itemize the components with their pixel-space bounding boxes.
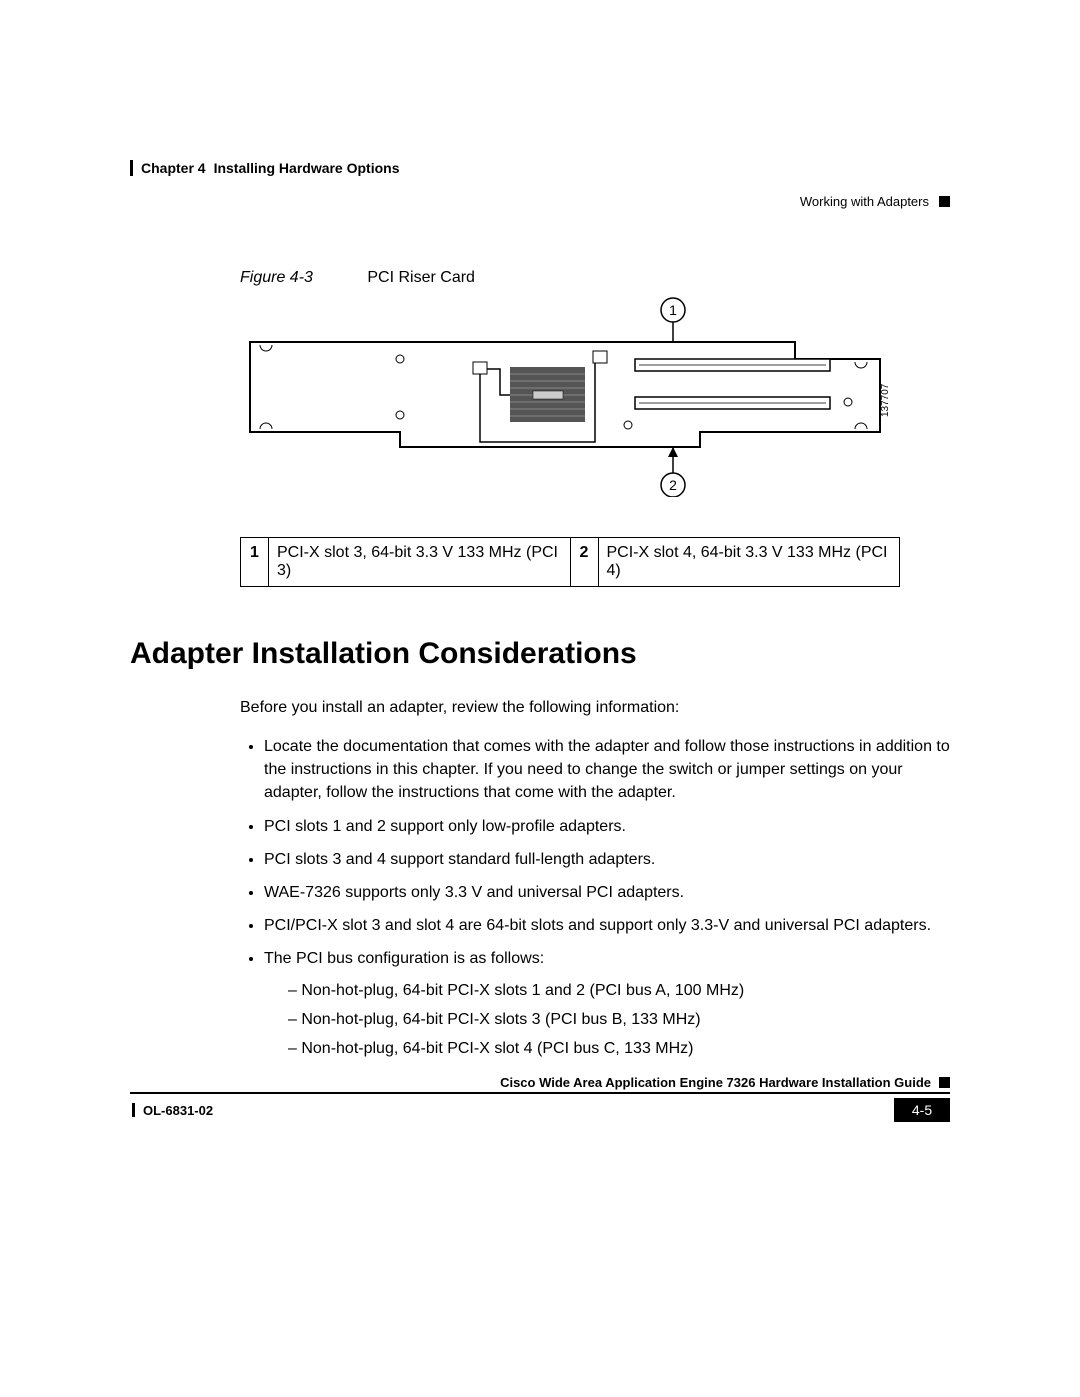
legend-text: PCI-X slot 3, 64-bit 3.3 V 133 MHz (PCI … bbox=[269, 538, 571, 587]
list-item: PCI slots 3 and 4 support standard full-… bbox=[264, 848, 950, 871]
heatsink-icon bbox=[510, 367, 585, 422]
list-item: The PCI bus configuration is as follows:… bbox=[264, 947, 950, 1060]
footer-bar-icon bbox=[132, 1103, 135, 1117]
figure-label: Figure 4-3 bbox=[240, 269, 313, 286]
drawing-number-label: 137707 bbox=[880, 383, 891, 417]
list-item: PCI/PCI-X slot 3 and slot 4 are 64-bit s… bbox=[264, 914, 950, 937]
guide-title: Cisco Wide Area Application Engine 7326 … bbox=[500, 1075, 931, 1090]
dash-list: Non-hot-plug, 64-bit PCI-X slots 1 and 2… bbox=[264, 979, 950, 1061]
callout-1-label: 1 bbox=[669, 302, 677, 318]
intro-text: Before you install an adapter, review th… bbox=[240, 696, 950, 719]
list-item: Non-hot-plug, 64-bit PCI-X slot 4 (PCI b… bbox=[288, 1037, 950, 1060]
header-bar-icon bbox=[130, 160, 133, 176]
pci-riser-diagram: 1 bbox=[240, 297, 900, 497]
footer-square-icon bbox=[939, 1077, 950, 1088]
figure-title: PCI Riser Card bbox=[367, 269, 475, 286]
legend-text: PCI-X slot 4, 64-bit 3.3 V 133 MHz (PCI … bbox=[598, 538, 900, 587]
list-item: Non-hot-plug, 64-bit PCI-X slots 1 and 2… bbox=[288, 979, 950, 1002]
page-number: 4-5 bbox=[894, 1098, 950, 1122]
figure-legend-table: 1 PCI-X slot 3, 64-bit 3.3 V 133 MHz (PC… bbox=[240, 537, 900, 587]
pci-bus-intro: The PCI bus configuration is as follows: bbox=[264, 950, 544, 967]
legend-num: 2 bbox=[570, 538, 598, 587]
chapter-label: Chapter 4 bbox=[141, 160, 206, 176]
list-item: Non-hot-plug, 64-bit PCI-X slots 3 (PCI … bbox=[288, 1008, 950, 1031]
bullet-list: Locate the documentation that comes with… bbox=[240, 735, 950, 1060]
section-title: Working with Adapters bbox=[800, 194, 929, 209]
legend-num: 1 bbox=[241, 538, 269, 587]
list-item: Locate the documentation that comes with… bbox=[264, 735, 950, 805]
header-square-icon bbox=[939, 196, 950, 207]
callout-2-label: 2 bbox=[669, 477, 677, 493]
section-heading: Adapter Installation Considerations bbox=[130, 637, 950, 671]
doc-number: OL-6831-02 bbox=[143, 1103, 213, 1118]
page-footer: Cisco Wide Area Application Engine 7326 … bbox=[130, 1075, 950, 1122]
chapter-title: Installing Hardware Options bbox=[214, 160, 400, 176]
list-item: WAE-7326 supports only 3.3 V and univers… bbox=[264, 881, 950, 904]
figure-caption: Figure 4-3 PCI Riser Card bbox=[240, 269, 950, 287]
page-header: Chapter 4 Installing Hardware Options bbox=[130, 160, 950, 176]
list-item: PCI slots 1 and 2 support only low-profi… bbox=[264, 815, 950, 838]
